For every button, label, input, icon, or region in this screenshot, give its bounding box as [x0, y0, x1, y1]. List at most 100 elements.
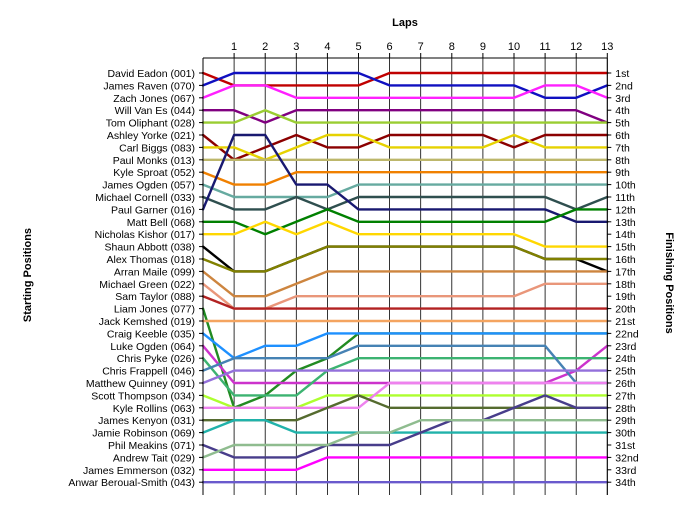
x-tick-label: 6 — [387, 41, 393, 53]
finishing-position-label: 13th — [615, 217, 636, 229]
series-line-26 — [201, 369, 609, 385]
starting-position-label: Chris Frappell (046) — [102, 366, 195, 378]
x-tick-label: 3 — [293, 41, 299, 53]
plot-frame — [199, 57, 612, 495]
starting-position-label: Andrew Tait (029) — [113, 452, 195, 464]
chart-title: Laps — [392, 17, 418, 29]
starting-position-label: Liam Jones (077) — [114, 304, 195, 316]
series-line-17 — [201, 270, 609, 298]
starting-position-label: Chris Pyke (026) — [117, 353, 195, 365]
finishing-position-label: 25th — [615, 366, 636, 378]
series-line-23 — [201, 344, 609, 385]
finishing-position-label: 2nd — [615, 80, 633, 92]
finishing-position-labels: 1st2nd3rd4th5th6th7th8th9th10th11th12th1… — [615, 68, 639, 489]
series-line-12 — [201, 133, 609, 224]
series-line-1 — [201, 71, 609, 87]
x-tick-label: 4 — [324, 41, 330, 53]
starting-position-label: Will Van Es (044) — [115, 105, 195, 117]
finishing-position-label: 24th — [615, 353, 636, 365]
finishing-position-label: 26th — [615, 378, 636, 390]
series-line-22 — [201, 332, 609, 360]
x-tick-label: 5 — [355, 41, 361, 53]
series-line-14 — [201, 220, 609, 248]
finishing-position-label: 30th — [615, 428, 636, 440]
x-tick-label: 9 — [480, 41, 486, 53]
series-line-10 — [201, 183, 609, 199]
series-line-2 — [201, 71, 609, 100]
x-tick-label: 12 — [570, 41, 582, 53]
series-line-19 — [201, 295, 609, 310]
starting-position-label: Alex Thomas (018) — [106, 254, 195, 266]
starting-position-label: Jamie Robinson (069) — [92, 428, 195, 440]
starting-position-label: Zach Jones (067) — [113, 93, 195, 105]
x-axis-ticks: 1 2 3 4 5 6 7 8 9 10 11 12 13 — [231, 41, 613, 58]
series-line-25 — [201, 344, 609, 385]
series-line-24 — [201, 357, 609, 397]
starting-position-label: Shaun Abbott (038) — [105, 242, 196, 254]
series-line-33 — [201, 456, 609, 471]
x-tick-label: 13 — [601, 41, 613, 53]
finishing-position-label: 7th — [615, 142, 630, 154]
starting-position-label: Tom Oliphant (028) — [106, 118, 195, 130]
finishing-position-label: 1st — [615, 68, 629, 80]
starting-position-label: James Ogden (057) — [102, 180, 195, 192]
series-line-11 — [201, 195, 609, 211]
series-line-3 — [201, 84, 609, 100]
finishing-position-label: 17th — [615, 266, 636, 278]
series-line-13 — [201, 208, 609, 236]
series-line-4 — [201, 108, 609, 124]
series-line-28 — [201, 381, 609, 409]
finishing-position-label: 10th — [615, 180, 636, 192]
starting-position-label: Nicholas Kishor (017) — [95, 229, 195, 241]
starting-position-label: Michael Cornell (033) — [95, 192, 195, 204]
starting-position-label: Craig Keeble (035) — [107, 328, 195, 340]
starting-position-label: Sam Taylor (088) — [115, 291, 195, 303]
series-layer — [201, 71, 609, 484]
series-line-18 — [201, 282, 609, 310]
finishing-position-label: 14th — [615, 229, 636, 241]
starting-position-label: Phil Meakins (071) — [108, 440, 195, 452]
finishing-position-label: 32nd — [615, 452, 639, 464]
starting-position-label: David Eadon (001) — [107, 68, 195, 80]
finishing-position-label: 31st — [615, 440, 635, 452]
finishing-position-label: 16th — [615, 254, 636, 266]
starting-position-label: Scott Thompson (034) — [91, 390, 195, 402]
finishing-position-label: 6th — [615, 130, 630, 142]
x-tick-label: 7 — [418, 41, 424, 53]
finishing-position-label: 22nd — [615, 328, 639, 340]
finishing-position-label: 28th — [615, 403, 636, 415]
x-tick-label: 2 — [262, 41, 268, 53]
starting-position-label: Paul Monks (013) — [113, 155, 195, 167]
starting-position-label: Jack Kemshed (019) — [99, 316, 195, 328]
series-line-32 — [201, 419, 609, 459]
finishing-position-label: 8th — [615, 155, 630, 167]
starting-position-label: Michael Green (022) — [99, 279, 195, 291]
x-tick-label: 11 — [539, 41, 550, 53]
x-tick-label: 10 — [508, 41, 520, 53]
series-line-29 — [201, 394, 609, 422]
finishing-position-label: 15th — [615, 242, 636, 254]
x-tick-label: 1 — [231, 41, 237, 53]
starting-position-label: Kyle Sproat (052) — [113, 167, 195, 179]
finishing-position-label: 23rd — [615, 341, 636, 353]
starting-position-label: Ashley Yorke (021) — [107, 130, 195, 142]
starting-position-label: Kyle Rollins (063) — [113, 403, 195, 415]
series-line-16 — [201, 245, 609, 273]
finishing-position-label: 29th — [615, 415, 636, 427]
finishing-position-label: 9th — [615, 167, 630, 179]
finishing-position-label: 27th — [615, 390, 636, 402]
finishing-position-label: 12th — [615, 204, 636, 216]
series-line-9 — [201, 170, 609, 186]
y-axis-label-right: Finishing Positions — [663, 232, 675, 333]
starting-position-label: Matt Bell (068) — [127, 217, 195, 229]
finishing-position-label: 20th — [615, 304, 636, 316]
y-axis-label-left: Starting Positions — [22, 228, 34, 322]
starting-position-label: James Raven (070) — [103, 80, 195, 92]
finishing-position-label: 5th — [615, 118, 630, 130]
finishing-position-label: 34th — [615, 477, 636, 489]
finishing-position-label: 3rd — [615, 93, 630, 105]
finishing-position-label: 21st — [615, 316, 635, 328]
starting-position-label: Paul Garner (016) — [111, 204, 195, 216]
starting-position-labels: David Eadon (001)James Raven (070)Zach J… — [68, 68, 195, 489]
